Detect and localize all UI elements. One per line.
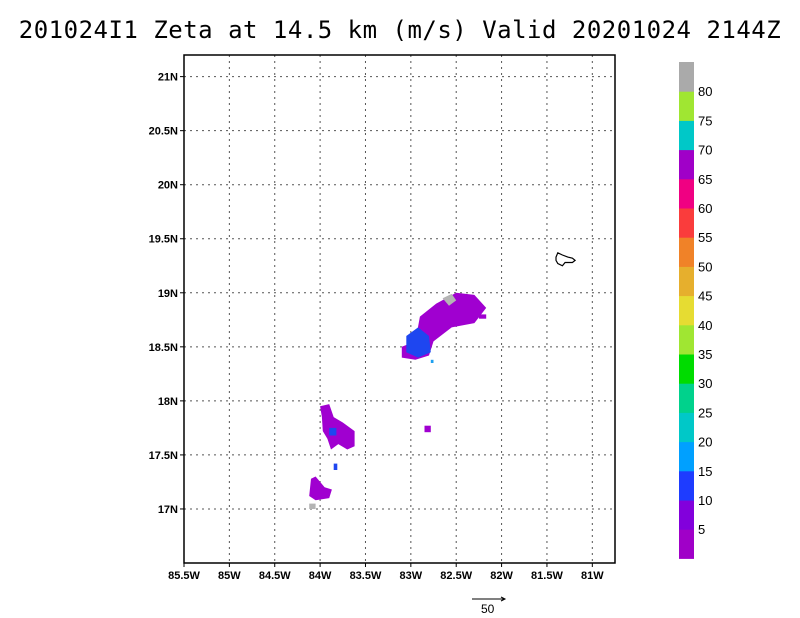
colorbar-label: 45	[698, 289, 712, 304]
vorticity-patch	[309, 503, 316, 509]
colorbar-band	[679, 237, 694, 267]
colorbar-band	[679, 441, 694, 472]
grid-lines	[183, 55, 615, 563]
lon-tick-label: 84.5W	[259, 570, 291, 582]
colorbar-band	[679, 412, 694, 443]
lat-tick-label: 21N	[158, 72, 178, 84]
chart-title: 201024I1 Zeta at 14.5 km (m/s) Valid 202…	[18, 16, 782, 44]
lat-tick-label: 17.5N	[149, 450, 178, 462]
lon-tick-label: 85W	[218, 570, 241, 582]
vorticity-patch	[406, 327, 431, 358]
colorbar-label: 55	[698, 230, 712, 245]
lat-tick-label: 20.5N	[149, 126, 178, 138]
colorbar-band	[679, 470, 694, 501]
colorbar-label: 5	[698, 522, 705, 537]
colorbar-label: 80	[698, 84, 712, 99]
colorbar-band	[679, 91, 694, 121]
colorbar-band	[679, 120, 694, 151]
lon-tick-label: 82W	[490, 570, 513, 582]
colorbar-label: 30	[698, 376, 712, 391]
colorbar-label: 50	[698, 259, 712, 274]
colorbar-label: 65	[698, 172, 712, 187]
lon-tick-label: 85.5W	[168, 570, 200, 582]
lat-tick-label: 18N	[158, 396, 178, 408]
colorbar-label: 10	[698, 493, 712, 508]
colorbar: 5 10 15 20 25 30 35 40 45 50 55 60 65 70 75 80	[679, 62, 712, 559]
colorbar-label: 20	[698, 435, 712, 450]
vector-legend-label: 50	[481, 602, 495, 616]
lon-tick-labels: 85.5W 85W 84.5W 84W 83.5W 83W 82.5W 82W 81.5W 81W	[168, 563, 604, 582]
colorbar-band	[679, 178, 694, 209]
colorbar-band	[679, 500, 694, 530]
lon-tick-label: 84W	[309, 570, 332, 582]
lat-tick-label: 20N	[158, 180, 178, 192]
colorbar-label: 25	[698, 405, 712, 420]
vorticity-patch	[320, 404, 355, 450]
vorticity-patch	[329, 427, 337, 436]
lon-tick-label: 82.5W	[440, 570, 472, 582]
colorbar-label: 15	[698, 464, 712, 479]
vorticity-patch	[333, 463, 338, 470]
lat-tick-label: 19N	[158, 288, 178, 300]
lon-tick-label: 81W	[581, 570, 604, 582]
vorticity-patch	[442, 293, 457, 306]
vorticity-patch	[430, 359, 434, 363]
vorticity-patch	[424, 425, 431, 433]
vector-legend-arrowhead	[500, 596, 507, 602]
colorbar-label: 75	[698, 113, 712, 128]
vorticity-patch	[478, 314, 487, 319]
colorbar-label: 35	[698, 347, 712, 362]
colorbar-label: 40	[698, 318, 712, 333]
colorbar-band	[679, 266, 694, 297]
vector-legend: 50	[472, 596, 507, 616]
colorbar-band	[679, 208, 694, 238]
vorticity-patch	[309, 476, 332, 501]
colorbar-band	[679, 354, 694, 384]
colorbar-band	[679, 295, 694, 326]
island-outline	[555, 251, 577, 267]
vorticity-field	[309, 292, 487, 509]
lat-tick-labels: 17N 17.5N 18N 18.5N 19N 19.5N 20N 20.5N 21N	[149, 72, 184, 516]
lon-tick-label: 83W	[400, 570, 423, 582]
lon-tick-label: 81.5W	[531, 570, 563, 582]
map-frame	[183, 54, 616, 564]
lon-tick-label: 83.5W	[350, 570, 382, 582]
colorbar-band	[679, 62, 694, 92]
colorbar-band	[679, 324, 694, 355]
colorbar-band	[679, 149, 694, 180]
lat-tick-label: 18.5N	[149, 342, 178, 354]
colorbar-label: 60	[698, 201, 712, 216]
colorbar-band	[679, 529, 694, 559]
lat-tick-label: 17N	[158, 504, 178, 516]
colorbar-label: 70	[698, 143, 712, 158]
colorbar-band	[679, 383, 694, 413]
lat-tick-label: 19.5N	[149, 234, 178, 246]
